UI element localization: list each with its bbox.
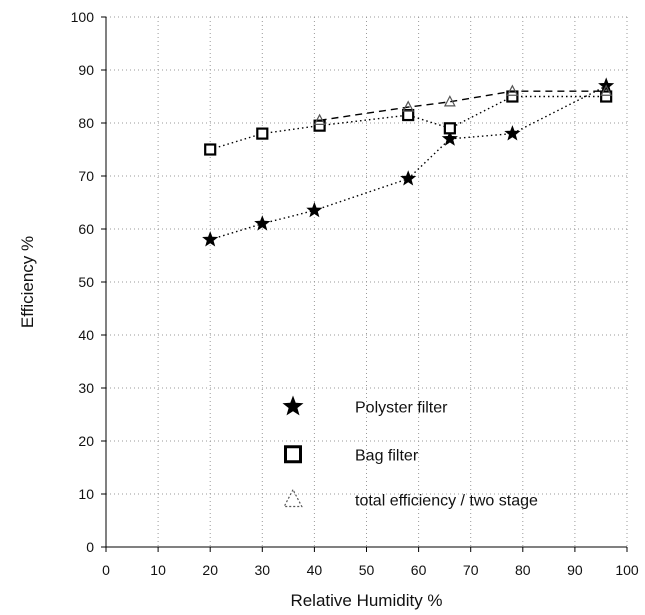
y-tick-label: 30 — [78, 380, 94, 396]
series-layer — [202, 77, 615, 247]
data-point-triangle — [402, 100, 415, 112]
y-tick-label: 10 — [78, 486, 94, 502]
y-tick-label: 90 — [78, 62, 94, 78]
y-tick-label: 0 — [86, 539, 94, 555]
series-2 — [313, 84, 613, 126]
legend-item-total: total efficiency / two stage — [283, 488, 538, 509]
x-tick-label: 0 — [102, 562, 110, 578]
legend-marker-star — [282, 395, 304, 416]
data-point-star — [441, 130, 458, 146]
legend-label-bag: Bag filter — [355, 447, 419, 464]
y-tick-labels: 0 10 20 30 40 50 60 70 80 90 100 — [71, 9, 106, 555]
grid — [105, 16, 628, 548]
data-point-star — [400, 170, 417, 186]
legend-label-polyster: Polyster filter — [355, 400, 448, 417]
data-point-square — [256, 127, 269, 140]
x-tick-label: 40 — [307, 562, 323, 578]
x-tick-label: 90 — [567, 562, 583, 578]
data-point-square — [204, 143, 217, 156]
legend-marker-square — [284, 445, 302, 464]
data-point-triangle — [600, 84, 613, 96]
x-tick-label: 30 — [255, 562, 271, 578]
legend-marker-triangle — [283, 488, 303, 508]
x-tick-label: 10 — [150, 562, 166, 578]
y-tick-label: 50 — [78, 274, 94, 290]
legend-item-bag: Bag filter — [284, 445, 419, 464]
data-point-square — [402, 108, 415, 122]
y-tick-label: 60 — [78, 221, 94, 237]
x-tick-label: 20 — [202, 562, 218, 578]
x-axis-title: Relative Humidity % — [290, 591, 442, 610]
x-tick-label: 60 — [411, 562, 427, 578]
data-point-star — [202, 231, 219, 247]
y-tick-label: 80 — [78, 115, 94, 131]
data-point-triangle — [313, 113, 326, 126]
data-point-triangle — [506, 84, 519, 96]
series-line-2 — [319, 90, 607, 121]
data-point-square — [443, 122, 456, 135]
series-1 — [204, 90, 613, 156]
x-tick-label: 70 — [463, 562, 479, 578]
data-point-star — [504, 125, 521, 141]
legend-item-polyster: Polyster filter — [282, 395, 448, 417]
x-tick-label: 50 — [359, 562, 375, 578]
data-point-square — [313, 119, 326, 132]
y-tick-label: 20 — [78, 433, 94, 449]
legend: Polyster filter Bag filter total efficie… — [282, 395, 538, 509]
x-tick-labels: 0 10 20 30 40 50 60 70 80 90 100 — [102, 547, 639, 578]
data-point-star — [254, 215, 271, 231]
x-tick-label: 80 — [515, 562, 531, 578]
y-tick-label: 40 — [78, 327, 94, 343]
y-tick-label: 100 — [71, 9, 95, 25]
x-tick-label: 100 — [615, 562, 639, 578]
data-point-triangle — [443, 95, 456, 107]
y-tick-label: 70 — [78, 168, 94, 184]
y-axis-title: Efficiency % — [18, 236, 37, 328]
legend-label-total: total efficiency / two stage — [355, 492, 538, 509]
data-point-star — [306, 201, 323, 218]
